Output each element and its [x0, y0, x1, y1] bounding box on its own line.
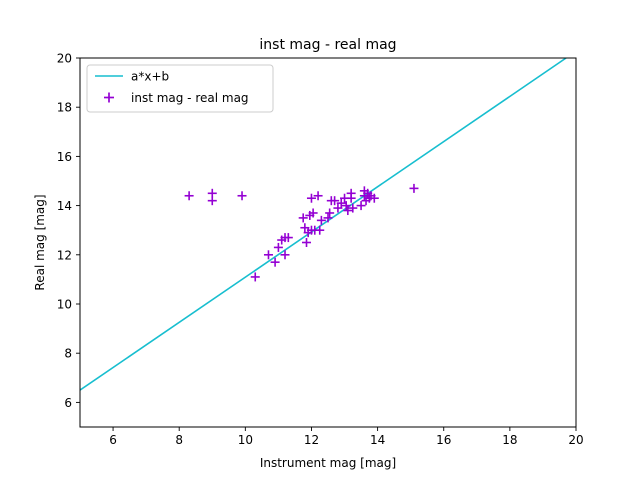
legend-scatter-swatch: [104, 92, 114, 103]
scatter-point: [237, 191, 247, 201]
x-tick-label: 10: [238, 433, 253, 447]
plot-data: [80, 58, 567, 391]
scatter-point: [300, 223, 310, 233]
scatter-point: [323, 213, 333, 223]
scatter-point: [356, 201, 366, 211]
y-tick-label: 14: [57, 199, 72, 213]
x-tick-label: 14: [370, 433, 385, 447]
scatter-point: [333, 203, 343, 213]
x-tick-label: 18: [502, 433, 517, 447]
scatter-point: [250, 272, 260, 282]
chart-title: inst mag - real mag: [259, 37, 396, 53]
scatter-point: [336, 198, 346, 208]
scatter-point: [207, 196, 217, 206]
legend-line-label: a*x+b: [131, 70, 169, 84]
scatter-point: [313, 191, 323, 201]
axis-ticks: 6 8 10 12 14 16 18 20 6 8 10 12 14 16 18 20: [57, 52, 584, 448]
scatter-point: [184, 191, 194, 201]
x-tick-label: 6: [109, 433, 117, 447]
x-tick-label: 8: [175, 433, 183, 447]
scatter-point: [409, 183, 419, 193]
y-tick-label: 12: [57, 248, 72, 262]
scatter-point: [316, 215, 326, 225]
y-tick-label: 20: [57, 52, 72, 66]
scatter-point: [302, 238, 312, 247]
plot-frame: [79, 57, 577, 428]
x-tick-label: 12: [304, 433, 319, 447]
y-tick-label: 10: [57, 298, 72, 312]
scatter-point: [341, 201, 351, 211]
scatter-point: [270, 257, 280, 267]
scatter-point: [369, 193, 379, 203]
scatter-point: [306, 193, 316, 203]
legend-scatter-label: inst mag - real mag: [131, 91, 249, 105]
y-tick-label: 6: [64, 396, 72, 410]
scatter-point: [325, 208, 335, 218]
x-tick-label: 16: [436, 433, 451, 447]
y-axis-label: Real mag [mag]: [33, 194, 47, 290]
x-tick-label: 20: [568, 433, 583, 447]
y-tick-label: 16: [57, 150, 72, 164]
legend: a*x+b inst mag - real mag: [86, 64, 274, 113]
y-tick-label: 8: [64, 347, 72, 361]
scatter-point: [298, 213, 308, 223]
scatter-point: [315, 225, 325, 235]
fit-line: [80, 58, 567, 391]
scatter-point: [346, 193, 356, 203]
scatter-point: [343, 206, 353, 216]
scatter-point: [308, 208, 318, 218]
scatter-point: [273, 242, 283, 252]
scatter-point: [330, 196, 340, 206]
legend-box: [86, 64, 274, 113]
scatter-point: [348, 203, 358, 213]
scatter-point: [283, 233, 293, 243]
y-tick-label: 18: [57, 101, 72, 115]
scatter-point: [280, 250, 290, 260]
scatter-point: [263, 250, 273, 260]
x-axis-label: Instrument mag [mag]: [260, 456, 396, 470]
